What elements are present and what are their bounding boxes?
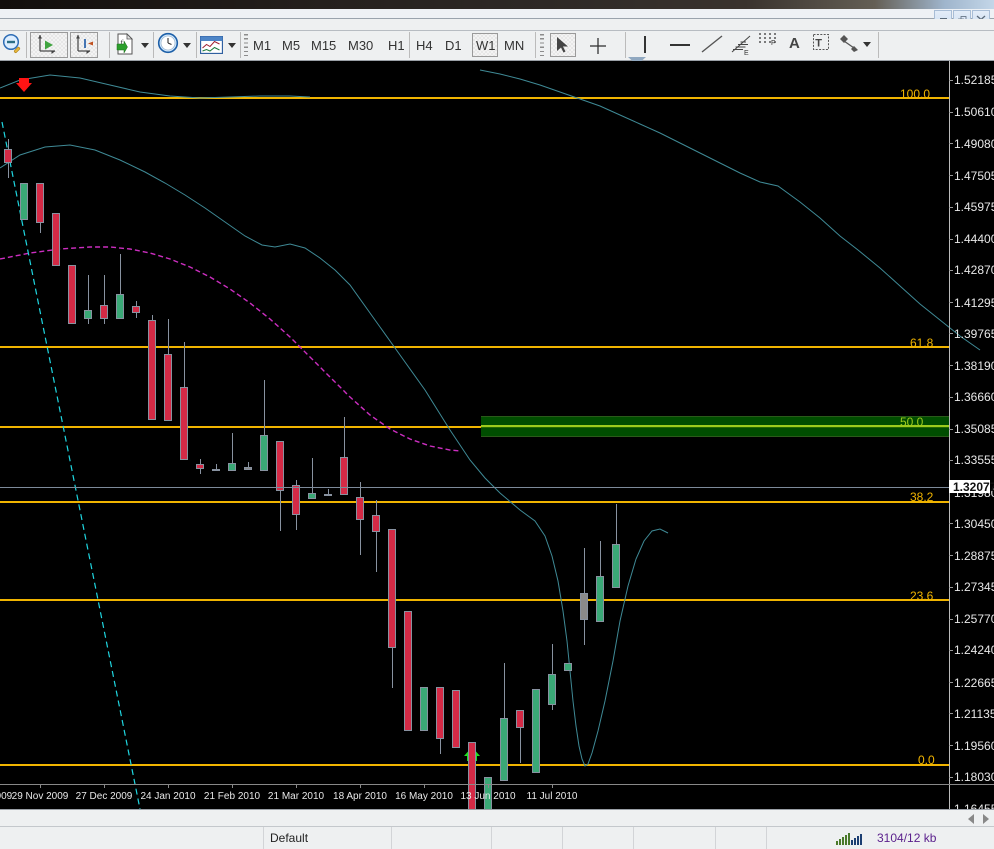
- svg-text:T: T: [815, 38, 822, 50]
- svg-text:E: E: [744, 50, 749, 55]
